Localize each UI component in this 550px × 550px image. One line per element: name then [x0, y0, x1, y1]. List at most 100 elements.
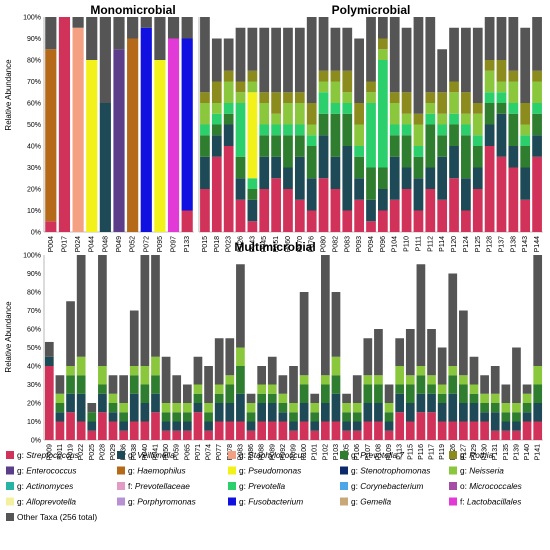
bar-segment	[401, 189, 412, 232]
legend-name: Stenotrophomonas	[360, 466, 430, 476]
legend-swatch	[228, 451, 236, 459]
bar-segment	[413, 178, 424, 211]
x-tick-label: P060	[285, 236, 292, 252]
legend-swatch	[117, 497, 125, 506]
bar-segment	[405, 403, 415, 422]
bar-segment	[484, 146, 495, 232]
bar-segment	[352, 412, 362, 422]
legend-name: Porphyromonas	[137, 497, 196, 507]
bar-segment	[55, 403, 65, 413]
bar-segment	[469, 393, 479, 403]
bar-segment	[378, 60, 388, 168]
bar-segment	[211, 113, 222, 125]
bar-segment	[413, 113, 424, 125]
bar-segment	[108, 403, 118, 413]
legend-name: Prevotellaceae	[135, 481, 190, 491]
x-tick-label: P083	[344, 236, 351, 252]
x-tick-label: P095	[157, 236, 164, 252]
bar-segment	[76, 393, 86, 422]
x-tick-label: P052	[130, 236, 137, 252]
bar-segment	[193, 384, 203, 394]
bar-segment	[425, 124, 436, 168]
bar-segment	[496, 103, 507, 114]
bar-segment	[318, 17, 329, 71]
bar-segment	[306, 146, 317, 179]
bar-segment	[501, 384, 511, 403]
legend-label: g: Enterococcus	[17, 466, 77, 476]
bar-segment	[532, 156, 542, 232]
bar-segment	[86, 17, 98, 60]
legend-swatch	[340, 451, 348, 459]
bar-segment	[342, 412, 351, 422]
legend-name: Micrococcales	[469, 481, 522, 491]
bar-segment	[520, 146, 531, 168]
bar-segment	[271, 92, 281, 114]
bar-segment	[461, 92, 471, 114]
bar-segment	[271, 178, 281, 232]
legend-item: g: Fusobacterium	[228, 497, 303, 507]
bar-segment	[427, 375, 436, 385]
bar-segment	[520, 103, 531, 125]
bar-segment	[490, 430, 500, 440]
x-tick-label: P025	[89, 444, 96, 460]
bar-segment	[425, 189, 436, 232]
bar-segment	[416, 393, 426, 413]
x-tick-label: P112	[427, 236, 434, 252]
bar-segment	[283, 124, 293, 136]
bar-segment	[437, 421, 447, 440]
bar-segment	[66, 375, 75, 394]
x-tick-label: P028	[99, 444, 106, 460]
bar-segment	[44, 341, 54, 357]
bar-segment	[211, 81, 222, 103]
legend-name: Prevotella	[248, 481, 285, 491]
bar-segment	[437, 113, 448, 125]
bar-segment	[501, 430, 511, 440]
bar-segment	[508, 70, 519, 82]
x-tick-label: P029	[110, 444, 117, 460]
bar-segment	[459, 403, 468, 422]
bar-segment	[108, 412, 118, 422]
x-tick-label: P049	[116, 236, 123, 252]
bar-segment	[66, 412, 75, 440]
bar-segment	[461, 113, 471, 125]
x-tick-label: P117	[429, 444, 436, 460]
legend-swatch	[340, 466, 348, 475]
bar-segment	[395, 366, 405, 385]
bar-segment	[283, 27, 293, 93]
legend-swatch	[6, 482, 14, 490]
bar-segment	[127, 17, 139, 39]
bar-segment	[330, 103, 341, 114]
bar-segment	[532, 70, 542, 82]
bar-segment	[437, 393, 447, 403]
bar-segment	[214, 393, 224, 403]
bar-segment	[366, 221, 376, 232]
bar-segment	[484, 92, 495, 103]
legend-name: Actinomyces	[25, 481, 73, 491]
bar-segment	[448, 393, 458, 422]
bar-segment	[437, 347, 447, 385]
bar-segment	[247, 92, 258, 179]
legend-item: g: Gemella	[340, 497, 392, 507]
legend-swatch	[449, 497, 457, 506]
bar-segment	[58, 17, 71, 232]
bar-segment	[181, 38, 193, 211]
x-tick-label: P111	[415, 236, 422, 251]
bar-segment	[259, 27, 270, 93]
chart-1: P015 P018 P023 P026 P043 P045 P051 P060 P070 P076…	[198, 17, 543, 252]
bar-segment	[459, 310, 468, 376]
bar-segment	[267, 384, 277, 394]
y-tick-label: 10%	[27, 208, 41, 215]
legend-label: g: Prevotella	[239, 481, 286, 491]
x-tick-label: P130	[482, 444, 489, 460]
x-tick-label: P116	[418, 444, 425, 460]
y-tick-label: 40%	[27, 144, 41, 151]
bar-segment	[167, 38, 180, 232]
x-tick-label: P120	[451, 236, 458, 252]
legend-label: o: Micrococcales	[460, 481, 522, 491]
bar-segment	[151, 412, 160, 440]
bar-segment	[223, 124, 234, 146]
bar-segment	[449, 146, 459, 179]
bar-segment	[299, 292, 309, 376]
legend-name: Veillonella	[137, 450, 175, 460]
bar-segment	[331, 421, 341, 440]
